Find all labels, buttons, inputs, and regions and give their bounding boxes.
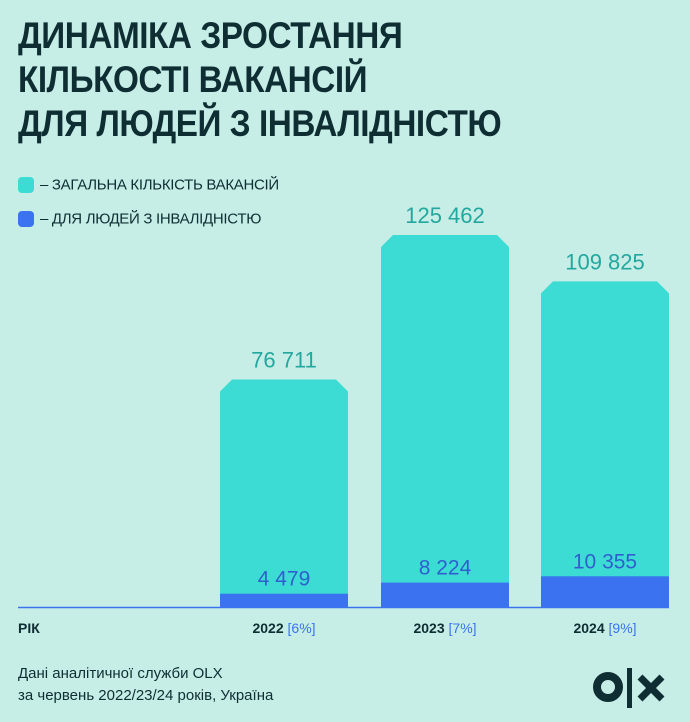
data-label-disabled: 10 355 <box>573 550 637 573</box>
share-label: [6%] <box>288 620 316 636</box>
bar-disabled-2022 <box>220 593 348 607</box>
year-label: 2023 <box>413 620 448 636</box>
legend-label-disabled: – ДЛЯ ЛЮДЕЙ З ІНВАЛІДНІСТЮ <box>40 210 262 228</box>
legend-item-total: – ЗАГАЛЬНА КІЛЬКІСТЬ ВАКАНСІЙ <box>18 176 279 194</box>
x-tick-label: 2023 [7%] <box>413 620 476 636</box>
title-line: ДИНАМІКА ЗРОСТАННЯ <box>18 15 403 56</box>
x-tick-label: 2024 [9%] <box>573 620 636 636</box>
bar-total-2022 <box>220 379 348 607</box>
share-label: [9%] <box>609 620 637 636</box>
olx-logo <box>593 668 665 708</box>
data-label-disabled: 4 479 <box>258 568 311 591</box>
title-line: ДЛЯ ЛЮДЕЙ З ІНВАЛІДНІСТЮ <box>18 103 502 144</box>
data-label-disabled: 8 224 <box>419 557 472 580</box>
bar-disabled-2023 <box>381 582 509 607</box>
x-axis-label: РІК <box>18 620 40 636</box>
bar-total-2024 <box>541 281 669 607</box>
data-label-total: 76 711 <box>251 348 317 373</box>
chart-title: ДИНАМІКА ЗРОСТАННЯ КІЛЬКОСТІ ВАКАНСІЙ ДЛ… <box>18 14 630 146</box>
data-label-total: 125 462 <box>405 203 485 228</box>
title-line: КІЛЬКОСТІ ВАКАНСІЙ <box>18 59 368 100</box>
legend-label-total: – ЗАГАЛЬНА КІЛЬКІСТЬ ВАКАНСІЙ <box>40 176 279 194</box>
source-line: за червень 2022/23/24 років, Україна <box>18 687 274 704</box>
data-label-total: 109 825 <box>565 249 645 274</box>
x-tick-label: 2022 [6%] <box>252 620 315 636</box>
year-label: 2024 <box>573 620 608 636</box>
bar-disabled-2024 <box>541 576 669 607</box>
legend-swatch-disabled <box>18 210 34 227</box>
legend-swatch-total <box>18 176 34 193</box>
source-line: Дані аналітичної служби OLX <box>18 665 223 682</box>
year-label: 2022 <box>252 620 287 636</box>
share-label: [7%] <box>449 620 477 636</box>
legend-item-disabled: – ДЛЯ ЛЮДЕЙ З ІНВАЛІДНІСТЮ <box>18 210 261 228</box>
bar-total-2023 <box>381 235 509 607</box>
source-note: Дані аналітичної служби OLX за червень 2… <box>18 663 273 707</box>
